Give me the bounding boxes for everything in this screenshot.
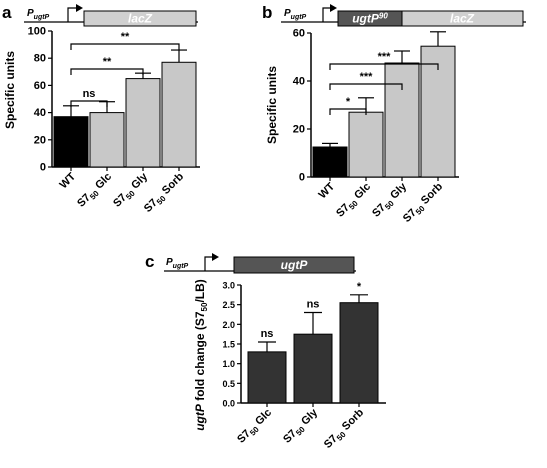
panel-letter-b: b [262,3,272,22]
y-tick-label: 40 [293,76,305,88]
significance-label: *** [360,71,374,83]
x-tick-label: S750 Sorb [322,406,368,452]
promoter-label: PugtP [166,257,189,270]
x-tick-label: S750 Glc [235,407,275,447]
bar [384,62,420,178]
comparison-bracket [70,68,144,75]
significance-label: ns [83,88,96,100]
x-tick-label: WT [58,170,79,191]
bar [53,116,89,168]
y-tick-label: 0.0 [222,399,235,409]
comparison-bracket [70,43,180,50]
y-tick-label: 3.0 [222,281,235,291]
y-tick-label: 2.5 [222,300,235,310]
y-tick-label: 1.5 [222,340,235,350]
y-tick-label: 100 [28,26,46,38]
lacz-gene-label: lacZ [128,12,153,26]
comparison-bracket [329,83,403,90]
y-tick-label: 1.0 [222,359,235,369]
x-tick-label: S750 Sorb [401,180,447,226]
panel-a: a PugtP lacZ Specific units 0 20 40 60 80 100… [2,3,200,216]
x-tick-label: S750 Glc [334,181,374,221]
panel-b: b PugtP ugtP90 lacZ Specific units 0 20 40… [262,3,526,226]
y-tick-label: 60 [34,80,46,92]
y-tick-label: 2.0 [222,320,235,330]
significance-label: * [346,96,351,108]
promoter-label: PugtP [27,8,50,21]
panel-c: c PugtP ugtP ugtP fold change (S750/LB) … [145,252,386,452]
significance-label: ** [103,56,112,68]
plot-c: 0.0 0.5 1.0 1.5 2.0 2.5 3.0 S750 Glc ns S750 Gly n… [222,281,386,452]
y-axis-label-c: ugtP fold change (S750/LB) [193,279,209,431]
y-tick-label: 40 [34,107,46,119]
x-tick-label: S750 Glc [75,171,115,211]
x-tick-label: S750 Gly [281,406,322,447]
construct-diagram-c: PugtP ugtP [164,253,356,274]
construct-diagram-a: PugtP lacZ [24,4,198,27]
significance-label: ns [307,299,320,311]
bar [312,146,348,178]
bar [339,302,379,404]
panel-letter-a: a [2,3,12,22]
bar [348,111,384,178]
significance-label: ns [261,328,274,340]
significance-label: ** [121,31,130,43]
y-tick-label: 0 [40,162,46,174]
lacz-gene-label: lacZ [450,12,475,26]
bar [125,78,161,168]
ugtp-gene-label: ugtP [281,258,309,272]
y-axis-label-b: Specific units [265,66,279,144]
lacz-gene-box [83,10,197,27]
comparison-bracket [70,100,108,107]
y-tick-label: 80 [34,53,46,65]
y-tick-label: 0 [299,172,305,184]
promoter-arrow-icon [67,4,83,22]
panel-letter-c: c [145,252,154,271]
x-tick-label: WT [317,180,338,201]
ugtp90-insert-label: ugtP90 [352,12,388,26]
comparison-bracket [329,108,367,115]
bar [247,351,287,404]
bar [293,333,333,404]
comparison-bracket [329,63,439,70]
y-tick-label: 20 [293,124,305,136]
y-tick-label: 20 [34,134,46,146]
y-axis-label-a: Specific units [3,51,17,129]
y-tick-label: 0.5 [222,379,235,389]
construct-diagram-b: PugtP ugtP90 lacZ [281,4,526,27]
promoter-arrow-icon [204,253,219,271]
promoter-arrow-icon [322,4,337,22]
ugtp-gene-box [233,256,355,274]
lacz-gene-box [401,10,524,27]
x-tick-label: S750 Sorb [142,170,188,216]
bar [161,61,197,168]
significance-label: *** [378,51,392,63]
y-tick-label: 60 [293,28,305,40]
promoter-label: PugtP [284,8,307,21]
bar [89,112,125,168]
significance-label: * [357,281,362,293]
